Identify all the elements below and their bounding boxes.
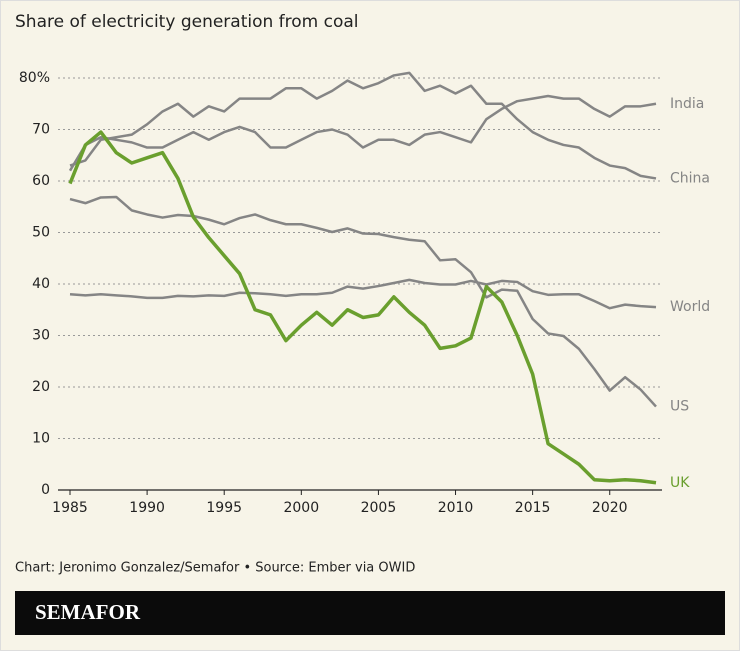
brand-bar	[15, 591, 725, 635]
y-tick-label: 40	[32, 276, 50, 292]
series-label: China	[670, 170, 710, 186]
series-line	[68, 130, 657, 485]
y-tick-label: 30	[32, 328, 50, 344]
series-label: UK	[670, 475, 690, 491]
y-tick-label: 10	[32, 431, 50, 447]
x-tick-label: 2000	[283, 500, 319, 516]
series-label: World	[670, 299, 710, 315]
x-tick-label: 1995	[206, 500, 242, 516]
x-tick-label: 1990	[129, 500, 165, 516]
x-tick-label: 2020	[592, 500, 628, 516]
x-tick-label: 2010	[438, 500, 474, 516]
x-tick-label: 2005	[361, 500, 397, 516]
series-label: US	[670, 399, 689, 415]
brand: SEMAFOR	[35, 600, 141, 624]
series-line	[69, 278, 657, 310]
y-tick-label: 70	[32, 122, 50, 138]
y-tick-label: 50	[32, 225, 50, 241]
series-line	[69, 195, 657, 408]
series-line	[68, 94, 657, 172]
chart-title: Share of electricity generation from coa…	[15, 12, 359, 32]
series-label: India	[670, 96, 704, 112]
y-tick-label: 80%	[19, 70, 50, 86]
x-tick-label: 1985	[52, 500, 88, 516]
y-tick-label: 0	[41, 482, 50, 498]
y-tick-label: 60	[32, 173, 50, 189]
series-line	[69, 71, 657, 180]
x-tick-label: 2015	[515, 500, 551, 516]
source: Chart: Jeronimo Gonzalez/Semafor • Sourc…	[15, 561, 415, 576]
y-tick-label: 20	[32, 379, 50, 395]
